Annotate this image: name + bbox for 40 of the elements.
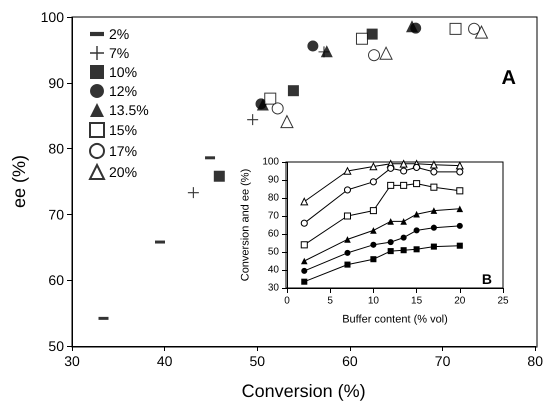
x-tick-label: 50: [249, 353, 266, 369]
x-axis-title: Conversion (%): [242, 381, 366, 401]
annotation: A: [502, 67, 516, 89]
y-tick-label: 80: [268, 192, 280, 204]
y-tick-label: 70: [48, 206, 64, 222]
x-tick-label: 70: [434, 353, 451, 369]
x-tick-label: 30: [64, 353, 80, 369]
x-tick-label: 0: [284, 296, 290, 306]
y-tick-label: 60: [268, 228, 280, 240]
annotation: B: [482, 271, 492, 287]
y-tick-label: 100: [262, 156, 280, 168]
legend-label: 2%: [109, 26, 130, 42]
y-tick-label: 80: [48, 140, 64, 157]
x-tick-label: 20: [454, 296, 466, 306]
y-tick-label: 60: [48, 272, 64, 288]
y-tick-label: 50: [48, 338, 64, 354]
legend-label: 10%: [109, 64, 138, 80]
legend-label: 7%: [109, 45, 130, 61]
x-tick-label: 40: [156, 353, 173, 369]
x-tick-label: 25: [497, 296, 509, 306]
x-tick-label: 5: [327, 296, 334, 306]
y-axis-title: ee (%): [9, 154, 29, 208]
x-axis-title: Buffer content (% vol): [342, 314, 448, 326]
x-tick-label: 15: [411, 296, 423, 306]
y-tick-label: 30: [268, 282, 280, 294]
y-tick-label: 70: [268, 210, 280, 222]
x-tick-label: 80: [527, 353, 544, 369]
legend-label: 15%: [109, 122, 138, 138]
y-tick-label: 90: [268, 174, 280, 186]
y-tick-label: 50: [268, 246, 280, 258]
legend-label: 13.5%: [109, 102, 149, 118]
y-tick-label: 100: [40, 9, 64, 25]
y-tick-label: 40: [268, 264, 280, 276]
legend-label: 17%: [109, 143, 138, 159]
x-tick-label: 10: [368, 296, 380, 306]
legend-label: 12%: [109, 83, 138, 99]
x-tick-label: 60: [342, 353, 358, 369]
y-axis-title: Conversion and ee (%): [240, 168, 252, 282]
legend-label: 20%: [109, 164, 138, 180]
y-tick-label: 90: [48, 74, 64, 91]
